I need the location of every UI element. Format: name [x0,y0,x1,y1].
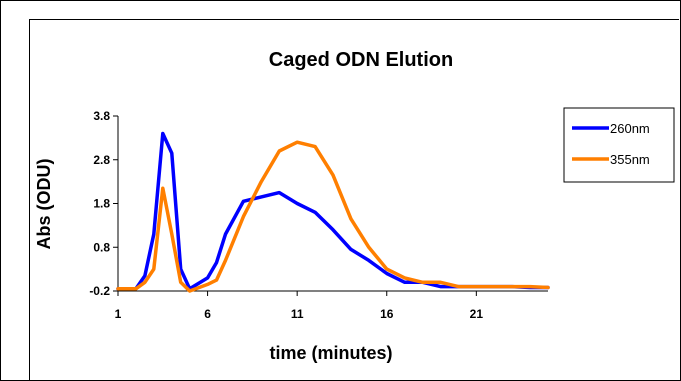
chart-title: Caged ODN Elution [269,49,453,71]
y-tick-label: 1.8 [93,197,110,211]
series-line-260nm [116,131,550,291]
x-tick-label: 1 [115,307,122,321]
legend-label: 355nm [610,152,650,167]
legend-label: 260nm [610,121,650,136]
y-tick-label: -0.2 [89,284,110,298]
chart-area-frame [29,19,679,380]
x-tick-label: 16 [380,307,394,321]
x-tick-label: 21 [470,307,484,321]
legend-box [563,107,675,183]
series-line-355nm [116,140,550,293]
x-tick-label: 11 [291,307,304,321]
plot-area: 3.82.81.80.8-0.21 6 11 16 21 [89,109,550,321]
y-tick-label: 0.8 [93,240,110,254]
y-axis-label: Abs (ODU) [34,159,54,250]
x-axis-label: time (minutes) [269,343,392,363]
legend: 260nm 355nm [563,107,675,183]
y-tick-label: 3.8 [93,109,110,123]
x-tick-label: 6 [204,307,211,321]
y-tick-label: 2.8 [93,153,110,167]
